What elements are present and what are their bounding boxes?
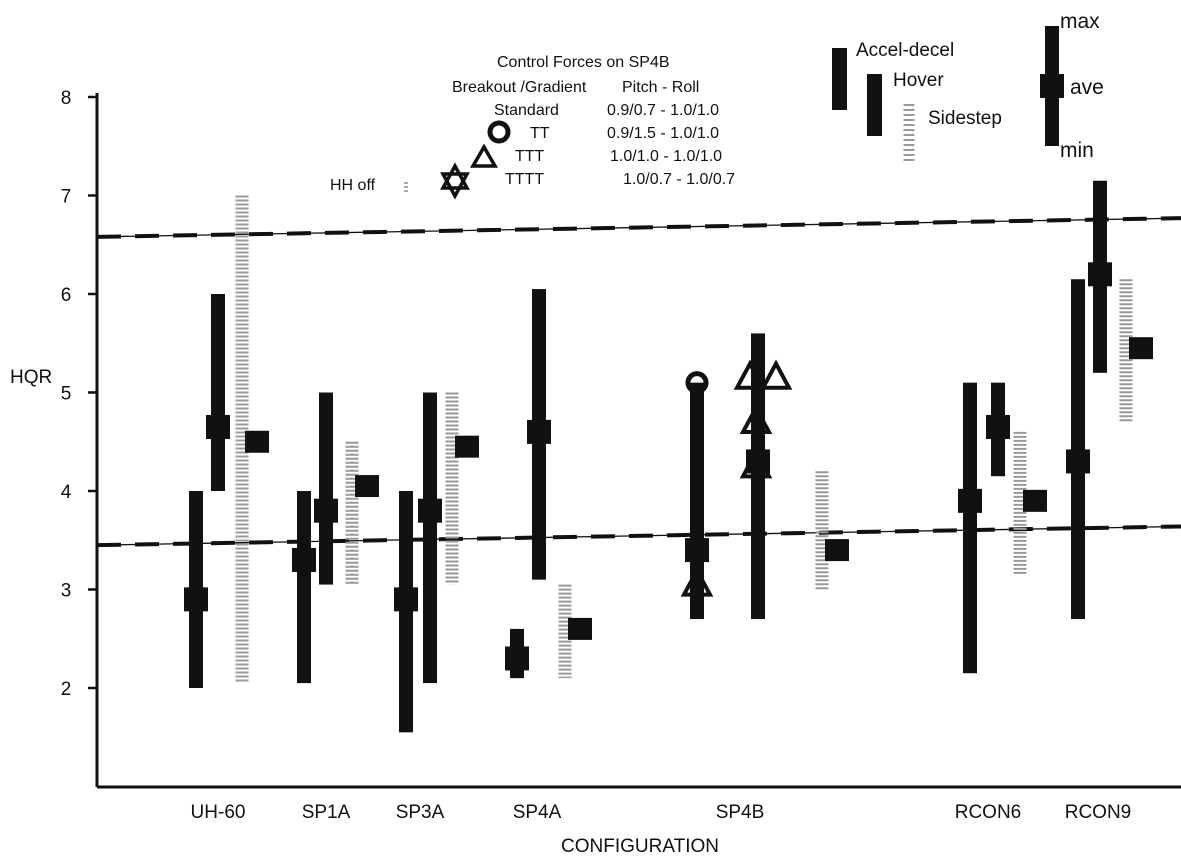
reference-line-dashes xyxy=(96,216,1181,239)
hover-range-bar xyxy=(211,294,225,491)
sp4b-triangle-marker xyxy=(733,359,767,390)
sidestep-ave-marker xyxy=(455,435,479,458)
y-tick-label: 5 xyxy=(61,384,72,405)
accel-decel-ave-marker xyxy=(1066,449,1090,474)
sp4b-triangle-marker xyxy=(739,448,773,479)
accel-decel-ave-marker xyxy=(685,538,709,563)
legend-sidestep-label: Sidestep xyxy=(928,108,1002,129)
triangle-symbol-key xyxy=(469,143,499,168)
legend-hover-label: Hover xyxy=(893,70,944,91)
accel-decel-ave-marker xyxy=(958,488,982,513)
hover-range-bar xyxy=(423,392,437,684)
x-ticks: UH-60 SP1A SP3A SP4A SP4B RCON6 RCON9 xyxy=(191,802,1132,823)
sidestep-ave-marker xyxy=(355,475,379,498)
y-tick-label: 8 xyxy=(61,88,72,109)
control-forces-title: Control Forces on SP4B xyxy=(497,54,670,71)
accel-decel-ave-marker xyxy=(292,547,316,572)
hover-ave-marker xyxy=(206,414,230,439)
circle-symbol-key xyxy=(487,120,511,144)
x-tick-label: SP4B xyxy=(716,802,765,823)
sidestep-ave-marker xyxy=(568,617,592,640)
legend-key-ave-label: ave xyxy=(1070,76,1104,99)
control-forces-row-label: TTTT xyxy=(505,171,544,188)
data-series xyxy=(184,180,1153,733)
hover-ave-marker xyxy=(986,414,1010,439)
star-symbol-key xyxy=(440,162,470,200)
legend-accel-decel-swatch xyxy=(832,48,847,110)
sidestep-ave-marker xyxy=(1129,337,1153,360)
y-tick-label: 2 xyxy=(61,679,72,700)
y-tick-label: 4 xyxy=(61,482,72,503)
reference-line-dashes xyxy=(96,524,1181,548)
hover-ave-marker xyxy=(314,498,338,523)
control-forces-row-label: Standard xyxy=(494,102,559,119)
sidestep-ave-marker xyxy=(245,430,269,453)
sp4b-triangle-marker xyxy=(759,359,793,390)
control-forces-row-value: 1.0/0.7 - 1.0/0.7 xyxy=(623,171,735,188)
accel-decel-range-bar xyxy=(1071,279,1085,620)
control-forces-row-value: 0.9/1.5 - 1.0/1.0 xyxy=(607,125,719,142)
x-tick-label: SP4A xyxy=(513,802,562,823)
accel-decel-ave-marker xyxy=(394,587,418,612)
legend: Accel-decel Hover Sidestep max ave min xyxy=(832,10,1104,163)
axes xyxy=(95,93,1181,789)
y-ticks: 2 3 4 5 6 7 8 xyxy=(61,88,97,700)
sp4b-circle-marker xyxy=(685,371,709,395)
y-tick-label: 3 xyxy=(61,581,72,602)
reference-lines xyxy=(96,216,1181,548)
hover-ave-marker xyxy=(527,419,551,444)
control-forces-annotation: Control Forces on SP4B Breakout /Gradien… xyxy=(330,54,735,200)
y-tick-label: 7 xyxy=(61,187,72,208)
legend-key-max-label: max xyxy=(1060,10,1100,33)
sidestep-ave-marker xyxy=(1023,489,1047,512)
accel-decel-ave-marker xyxy=(505,646,529,671)
legend-hover-swatch xyxy=(867,74,882,136)
x-tick-label: SP3A xyxy=(396,802,445,823)
hh-off-label: HH off xyxy=(330,177,376,194)
x-tick-label: RCON6 xyxy=(955,802,1022,823)
x-tick-label: SP1A xyxy=(302,802,351,823)
control-forces-row-label: TTT xyxy=(515,148,545,165)
y-axis-label: HQR xyxy=(10,367,52,388)
x-tick-label: RCON9 xyxy=(1065,802,1132,823)
sp4b-markers xyxy=(680,359,793,597)
legend-key-min-label: min xyxy=(1060,139,1094,162)
x-axis-label: CONFIGURATION xyxy=(561,836,719,857)
control-forces-row-value: 0.9/0.7 - 1.0/1.0 xyxy=(607,102,719,119)
legend-key-ave-marker xyxy=(1040,74,1064,98)
control-forces-row-label: TT xyxy=(530,125,550,142)
hover-range-bar xyxy=(319,392,333,585)
y-tick-label: 6 xyxy=(61,285,72,306)
legend-accel-decel-label: Accel-decel xyxy=(856,40,954,61)
sp4b-triangle-marker xyxy=(680,566,714,597)
hover-ave-marker xyxy=(1088,262,1112,287)
control-forces-header-left: Breakout /Gradient xyxy=(452,79,587,96)
x-tick-label: UH-60 xyxy=(191,802,246,823)
accel-decel-ave-marker xyxy=(184,587,208,612)
control-forces-header-right: Pitch - Roll xyxy=(622,79,699,96)
accel-decel-range-bar xyxy=(297,491,311,684)
accel-decel-range-bar xyxy=(963,382,977,674)
sp4b-triangle-marker xyxy=(739,403,773,435)
sidestep-ave-marker xyxy=(825,539,849,562)
control-forces-row-value: 1.0/1.0 - 1.0/1.0 xyxy=(610,148,722,165)
hover-ave-marker xyxy=(418,498,442,523)
accel-decel-range-bar xyxy=(399,491,413,733)
